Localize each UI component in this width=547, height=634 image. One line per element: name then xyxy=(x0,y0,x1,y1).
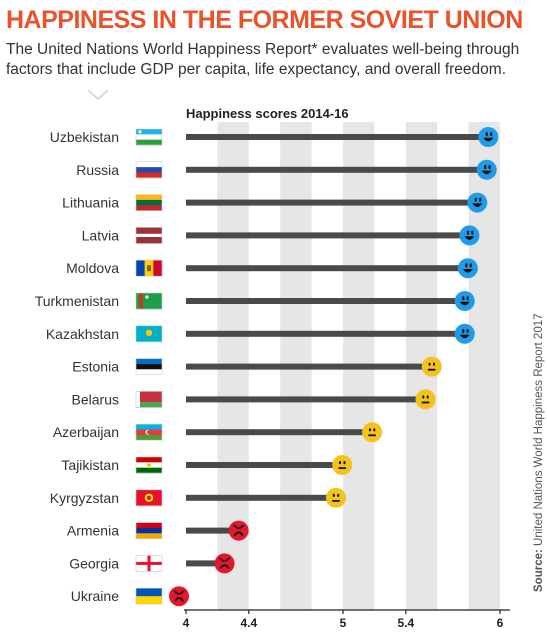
country-label: Armenia xyxy=(67,523,119,539)
flag-armenia-icon xyxy=(135,522,163,539)
country-label: Georgia xyxy=(69,555,119,571)
chart-row: Belarus xyxy=(72,389,436,410)
chart-row: Kyrgyzstan xyxy=(50,487,346,508)
x-tick-label: 5.4 xyxy=(397,616,414,630)
chart-row: Kazakhstan xyxy=(46,323,475,344)
happy-face-icon xyxy=(454,323,475,344)
country-label: Turkmenistan xyxy=(35,293,119,309)
chart-row: Latvia xyxy=(82,225,480,246)
x-axis: 4 4.4 5 5.4 6 xyxy=(183,609,510,630)
happy-face-icon xyxy=(459,225,480,246)
happy-face-icon xyxy=(476,159,497,180)
bar xyxy=(186,330,472,337)
chart-row: Armenia xyxy=(67,520,249,541)
neutral-face-icon xyxy=(332,455,353,475)
flag-kazakhstan-icon xyxy=(135,325,163,343)
bar xyxy=(186,134,496,140)
neutral-face-icon xyxy=(326,487,346,508)
country-label: Uzbekistan xyxy=(50,129,119,145)
flag-azerbaijan-icon xyxy=(135,423,163,441)
sad-face-icon xyxy=(228,520,249,541)
happy-face-icon xyxy=(467,192,488,213)
country-label: Azerbaijan xyxy=(53,424,119,440)
flag-estonia-icon xyxy=(135,358,163,375)
chart-row: Azerbaijan xyxy=(53,422,383,443)
x-tick-label: 4 xyxy=(183,616,190,630)
country-label: Kazakhstan xyxy=(46,326,119,342)
country-label: Tajikistan xyxy=(61,457,119,473)
sad-face-icon xyxy=(214,553,235,574)
bar xyxy=(186,265,475,272)
bar xyxy=(186,363,439,370)
country-label: Estonia xyxy=(72,359,119,375)
happy-face-icon xyxy=(454,291,475,311)
bar xyxy=(186,560,232,567)
bar xyxy=(186,298,472,304)
flag-belarus-icon xyxy=(135,391,163,408)
bar xyxy=(186,429,380,436)
bar xyxy=(186,232,477,239)
page-subtitle: The United Nations World Happiness Repor… xyxy=(6,41,520,78)
flag-kyrgyzstan-icon xyxy=(135,489,163,507)
flag-turkmenistan-icon xyxy=(135,292,163,310)
source-text: United Nations World Happiness Report 20… xyxy=(533,313,545,546)
flag-russia-icon xyxy=(135,161,163,179)
callout-pointer xyxy=(88,89,108,101)
country-label: Kyrgyzstan xyxy=(50,490,119,506)
chart-row: Uzbekistan xyxy=(50,127,499,147)
source-prefix: Source: xyxy=(533,549,545,592)
bar xyxy=(186,494,343,501)
x-tick-label: 4.4 xyxy=(240,616,257,630)
chart-rows: Uzbekistan Russia Lithuania Latvia Moldova Tu… xyxy=(35,127,499,607)
country-label: Latvia xyxy=(82,227,120,243)
sad-face-icon xyxy=(169,586,189,607)
bar xyxy=(186,166,494,173)
chart-row: Ukraine xyxy=(71,586,189,607)
country-label: Russia xyxy=(76,162,119,178)
chart-row: Lithuania xyxy=(62,192,488,213)
country-label: Moldova xyxy=(66,260,119,276)
flag-latvia-icon xyxy=(135,227,163,244)
chart-row: Russia xyxy=(76,159,497,180)
bar xyxy=(186,527,246,534)
flag-uzbekistan-icon xyxy=(135,128,163,146)
flag-ukraine-icon xyxy=(135,587,163,605)
x-tick-label: 5 xyxy=(340,616,347,630)
country-label: Belarus xyxy=(72,391,119,407)
chart-row: Estonia xyxy=(72,356,442,377)
neutral-face-icon xyxy=(421,356,442,377)
country-label: Lithuania xyxy=(62,195,119,211)
chart-row: Tajikistan xyxy=(61,455,353,475)
happy-face-icon xyxy=(457,258,478,279)
x-tick-label: 6 xyxy=(497,616,504,630)
chart-title: Happiness scores 2014-16 xyxy=(186,106,349,121)
bar xyxy=(186,396,433,403)
chart-row: Georgia xyxy=(69,553,235,574)
happy-face-icon xyxy=(478,127,499,147)
bar xyxy=(186,462,350,468)
bar xyxy=(186,199,485,206)
chart-row: Moldova xyxy=(66,258,478,279)
neutral-face-icon xyxy=(362,422,383,443)
flag-lithuania-icon xyxy=(135,194,163,211)
neutral-face-icon xyxy=(415,389,436,410)
page-title: HAPPINESS IN THE FORMER SOVIET UNION xyxy=(6,6,523,34)
chart-row: Turkmenistan xyxy=(35,291,475,311)
flag-moldova-icon xyxy=(135,259,163,277)
source-note: Source: United Nations World Happiness R… xyxy=(533,313,545,592)
country-label: Ukraine xyxy=(71,588,119,604)
flag-georgia-icon xyxy=(135,555,163,572)
flag-tajikistan-icon xyxy=(135,456,163,474)
